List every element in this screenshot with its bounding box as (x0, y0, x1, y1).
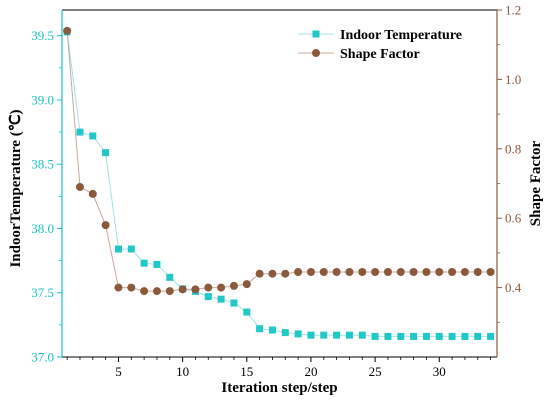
legend-label: Indoor Temperature (340, 28, 462, 43)
temperature-point (281, 329, 289, 337)
temperature-point (140, 259, 148, 267)
shape-factor-point (88, 189, 97, 198)
shape-factor-point (435, 267, 444, 276)
right-y-tick-label: 0.8 (505, 141, 521, 156)
temperature-point (243, 308, 251, 316)
left-y-tick-label: 37.0 (31, 350, 54, 365)
temperature-point (127, 245, 135, 253)
temperature-point (422, 332, 430, 340)
shape-factor-point (101, 221, 110, 230)
series-lines (66, 30, 491, 337)
left-y-tick-label: 37.5 (31, 285, 54, 300)
temperature-point (448, 332, 456, 340)
shape-factor-point (242, 280, 251, 289)
temperature-point (371, 332, 379, 340)
x-tick-label: 30 (433, 364, 446, 379)
shape-factor-point (152, 287, 161, 296)
right-axis-title: Shape Factor (528, 140, 544, 226)
left-y-tick-label: 38.0 (31, 221, 54, 236)
temperature-point (397, 332, 405, 340)
x-tick-label: 20 (304, 364, 317, 379)
x-tick-label: 10 (176, 364, 189, 379)
temperature-point (461, 332, 469, 340)
shape-factor-point (460, 267, 469, 276)
shape-factor-point (204, 283, 213, 292)
shape-factor-point (422, 267, 431, 276)
legend-circle-marker (312, 49, 320, 57)
temperature-point (294, 330, 302, 338)
shape-factor-point (371, 267, 380, 276)
right-y-tick-label: 0.4 (505, 280, 522, 295)
temperature-point (358, 331, 366, 339)
shape-factor-point (448, 267, 457, 276)
shape-factor-point (383, 267, 392, 276)
shape-factor-point (165, 287, 174, 296)
shape-factor-point (473, 267, 482, 276)
series-marks (63, 26, 495, 340)
shape-factor-point (191, 285, 200, 294)
temperature-point (307, 331, 315, 339)
temperature-point (166, 273, 174, 281)
left-axis-title: IndoorTemperature (℃) (8, 109, 24, 267)
series-line-indoor-temperature (66, 31, 491, 337)
temperature-point (153, 260, 161, 268)
legend-square-marker (312, 30, 320, 38)
axes: 5 10 15 20 25 30 37.0 37.5 38.0 38.5 39.0 39.5 0.4 0.… (31, 3, 522, 380)
left-y-tick-label: 38.5 (31, 157, 54, 172)
left-y-tick-label: 39.5 (31, 28, 54, 43)
shape-factor-point (319, 267, 328, 276)
shape-factor-point (345, 267, 354, 276)
temperature-point (217, 295, 225, 303)
right-y-tick-label: 1.2 (505, 3, 521, 18)
shape-factor-point (255, 269, 264, 278)
right-y-tick-label: 1.0 (505, 72, 521, 87)
temperature-point (114, 245, 122, 253)
series-line-shape-factor (66, 30, 491, 292)
x-tick-label: 5 (115, 364, 122, 379)
shape-factor-point (486, 267, 495, 276)
temperature-point (410, 332, 418, 340)
shape-factor-point (332, 267, 341, 276)
temperature-point (102, 149, 110, 157)
shape-factor-point (63, 26, 72, 35)
shape-factor-point (75, 182, 84, 191)
x-tick-label: 25 (369, 364, 382, 379)
shape-factor-point (217, 283, 226, 292)
temperature-point (230, 299, 238, 307)
temperature-point (204, 293, 212, 301)
temperature-point (320, 331, 328, 339)
shape-factor-point (114, 283, 123, 292)
shape-factor-point (140, 287, 149, 296)
shape-factor-point (409, 267, 418, 276)
shape-factor-point (294, 267, 303, 276)
temperature-point (487, 332, 495, 340)
left-y-tick-label: 39.0 (31, 92, 54, 107)
shape-factor-point (396, 267, 405, 276)
temperature-point (256, 325, 264, 333)
shape-factor-point (358, 267, 367, 276)
temperature-point (384, 332, 392, 340)
temperature-point (435, 332, 443, 340)
legend: Indoor Temperature Shape Factor (298, 28, 462, 62)
temperature-point (268, 326, 276, 334)
temperature-point (76, 128, 84, 136)
temperature-point (474, 332, 482, 340)
shape-factor-point (306, 267, 315, 276)
shape-factor-point (229, 281, 238, 290)
x-axis-title: Iteration step/step (221, 380, 337, 396)
shape-factor-point (268, 269, 277, 278)
shape-factor-point (281, 269, 290, 278)
legend-label: Shape Factor (340, 47, 420, 62)
right-y-tick-label: 0.6 (505, 211, 522, 226)
shape-factor-point (127, 283, 136, 292)
temperature-point (345, 331, 353, 339)
temperature-point (89, 132, 97, 140)
temperature-point (333, 331, 341, 339)
x-tick-label: 15 (240, 364, 253, 379)
shape-factor-point (178, 285, 187, 294)
